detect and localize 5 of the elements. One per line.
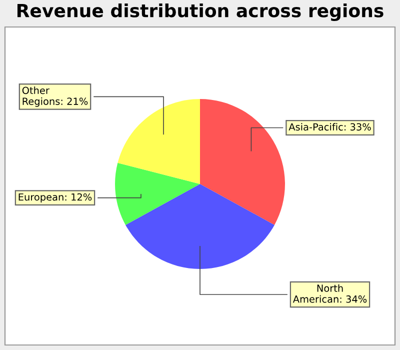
chart-title: Revenue distribution across regions: [17, 3, 384, 22]
slice-label: Asia-Pacific: 33%: [288, 123, 371, 131]
slice-label: European: 12%: [18, 193, 92, 203]
slice-label: Other Regions: 21%: [22, 86, 88, 107]
slice-label: North American: 34%: [292, 284, 367, 303]
